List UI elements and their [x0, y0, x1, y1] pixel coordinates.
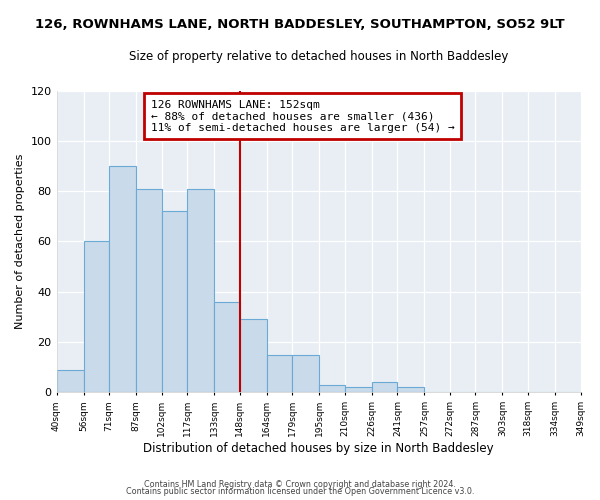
Bar [292, 354, 319, 393]
Bar [187, 188, 214, 392]
Y-axis label: Number of detached properties: Number of detached properties [15, 154, 25, 329]
Bar [345, 388, 372, 392]
Bar [372, 382, 397, 392]
Bar [56, 370, 83, 392]
Bar [239, 320, 267, 392]
Bar [397, 388, 424, 392]
Bar [161, 212, 187, 392]
Bar [136, 188, 161, 392]
Text: 126, ROWNHAMS LANE, NORTH BADDESLEY, SOUTHAMPTON, SO52 9LT: 126, ROWNHAMS LANE, NORTH BADDESLEY, SOU… [35, 18, 565, 30]
X-axis label: Distribution of detached houses by size in North Baddesley: Distribution of detached houses by size … [143, 442, 494, 455]
Bar [109, 166, 136, 392]
Bar [214, 302, 239, 392]
Text: Contains public sector information licensed under the Open Government Licence v3: Contains public sector information licen… [126, 487, 474, 496]
Bar [83, 242, 109, 392]
Text: Contains HM Land Registry data © Crown copyright and database right 2024.: Contains HM Land Registry data © Crown c… [144, 480, 456, 489]
Bar [319, 385, 345, 392]
Title: Size of property relative to detached houses in North Baddesley: Size of property relative to detached ho… [129, 50, 508, 63]
Bar [267, 354, 292, 393]
Text: 126 ROWNHAMS LANE: 152sqm
← 88% of detached houses are smaller (436)
11% of semi: 126 ROWNHAMS LANE: 152sqm ← 88% of detac… [151, 100, 455, 133]
